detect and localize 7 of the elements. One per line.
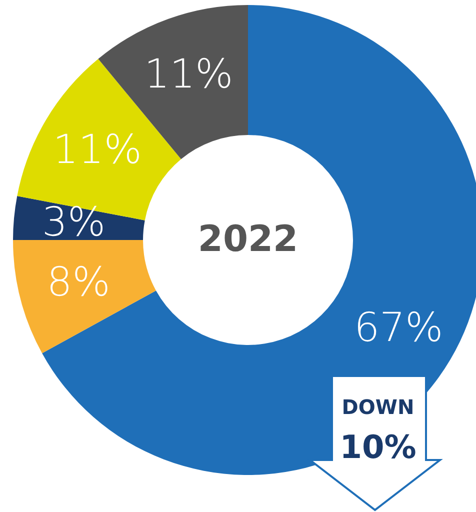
data-label: 11% — [52, 126, 142, 173]
annotation: DOWN 10% — [306, 374, 446, 512]
text: 2022 — [198, 219, 298, 260]
data-label: 8% — [46, 260, 110, 306]
data-label: 3% — [42, 200, 106, 246]
data-label: 67% — [354, 305, 444, 352]
data-label: 11% — [144, 51, 234, 98]
